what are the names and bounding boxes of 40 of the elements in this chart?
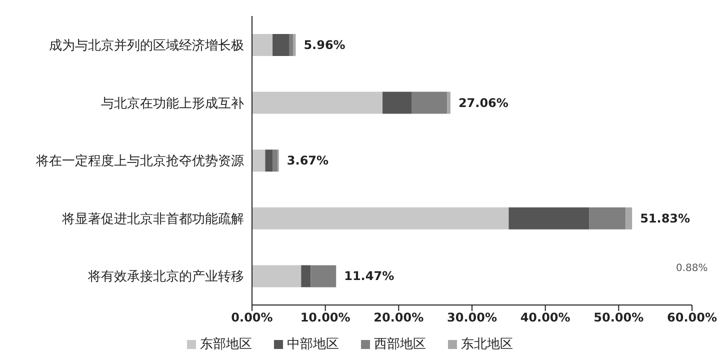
bar [272, 150, 278, 172]
x-tick-label: 30.00% [447, 310, 497, 325]
legend-label: 中部地区 [286, 336, 339, 353]
legend-label: 东北地区 [460, 336, 513, 353]
y-tick-label: 将在一定程度上与北京抢夺优势资源 [35, 153, 244, 170]
total-label: 27.06% [458, 96, 508, 110]
bar [252, 207, 509, 230]
bar [265, 150, 273, 172]
bar [508, 207, 590, 230]
total-label: 11.47% [344, 269, 394, 284]
bar [293, 34, 296, 56]
bar [589, 207, 626, 230]
bar [252, 150, 266, 172]
bar [301, 265, 311, 288]
x-tick-label: 0.00% [231, 310, 273, 325]
bar [252, 34, 273, 56]
legend-label: 东部地区 [199, 336, 252, 353]
total-label: 5.96% [304, 38, 346, 52]
bar [310, 265, 336, 288]
bar [626, 207, 632, 230]
bar [252, 92, 383, 114]
y-tick-label: 将显著促进北京非首都功能疏解 [61, 212, 244, 227]
bar [252, 265, 302, 288]
bar [289, 34, 294, 56]
total-label: 51.83% [640, 211, 690, 226]
annotation: 0.88% [676, 263, 708, 274]
y-tick-label: 与北京在功能上形成互补 [101, 96, 244, 112]
x-tick-label: 50.00% [594, 310, 644, 325]
bar [412, 92, 448, 114]
legend-label: 西部地区 [373, 336, 426, 353]
x-tick-label: 40.00% [520, 310, 570, 325]
bar [382, 92, 412, 114]
y-tick-label: 成为与北京并列的区域经济增长极 [49, 38, 244, 54]
total-label: 3.67% [286, 154, 329, 168]
bar [447, 92, 450, 114]
x-tick-label: 60.00% [667, 310, 717, 325]
y-tick-label: 将有效承接北京的产业转移 [87, 270, 244, 285]
bar [272, 34, 290, 56]
x-tick-label: 10.00% [300, 310, 350, 325]
x-tick-label: 20.00% [374, 310, 424, 325]
